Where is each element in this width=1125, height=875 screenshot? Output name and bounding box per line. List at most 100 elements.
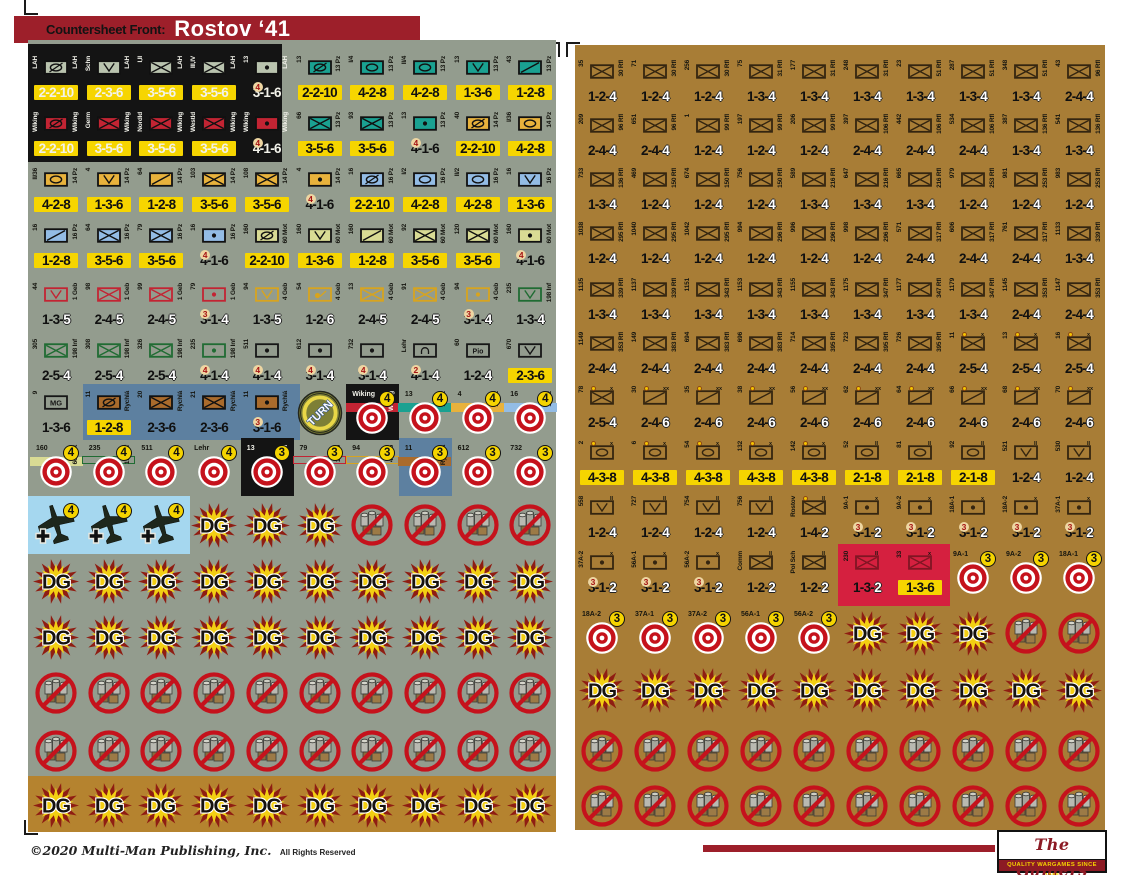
unit-id: 387 [1002, 114, 1009, 125]
combat-values: 3-1-6 [252, 420, 282, 435]
formation-label: 60 Mot [545, 224, 553, 244]
unit-id: 68 [1002, 386, 1009, 393]
combat-values: 3-5-6 [455, 253, 500, 268]
counter-606: 606 317 Rfl 2-4-4 [949, 221, 996, 267]
counter-13: 13 13 Pz 1-3-6 [454, 55, 501, 101]
art-symbol [254, 395, 279, 410]
dg-marker: DG [85, 782, 132, 828]
formation-label: 13 Pz [440, 112, 448, 128]
counter-30: 30 xx 2-4-6 [631, 385, 678, 431]
counter-209: 209 96 Rfl 2-4-4 [578, 113, 625, 159]
inf-symbol [1014, 172, 1038, 187]
inf-symbol [961, 172, 985, 187]
counter-16: 16 16 Pz 1-3-6 [506, 167, 553, 213]
unit-id: 60 [453, 339, 461, 346]
no-supply-marker [455, 728, 501, 774]
formation-label: 13 Pz [545, 56, 553, 72]
formation-label: Wiking [71, 112, 79, 133]
ball-symbol [307, 287, 332, 302]
counter-11: 11 Rychlá 3-1-6 3 [243, 390, 290, 436]
combat-values: 3-5-6 [402, 253, 447, 268]
starburst-icon: DG [85, 559, 132, 604]
formation-label: 383 Rfl [670, 332, 678, 352]
combat-values: 2-4-6 [746, 415, 776, 430]
starburst-icon: DG [33, 559, 79, 604]
bullseye-icon [250, 456, 283, 488]
no-supply-marker [1056, 610, 1102, 656]
rec-symbol [44, 116, 68, 131]
counter-348: 348 51 Rfl 1-3-4 [1002, 59, 1049, 105]
unit-id: 79 [190, 283, 198, 290]
cav-symbol [961, 390, 985, 405]
v-symbol [307, 228, 332, 243]
unit-id: I,II [137, 56, 145, 63]
tk-symbol [749, 445, 773, 460]
starburst-icon: DG [33, 615, 79, 660]
combat-values: 1-3-4 [958, 307, 988, 322]
unit-id: 149 [631, 332, 638, 343]
unit-id: 78 [578, 386, 585, 393]
size-mark: II [716, 496, 720, 502]
barrage-number-badge: 4 [305, 365, 316, 375]
starburst-icon: DG [579, 668, 625, 713]
formation-label: Wiking [282, 112, 290, 133]
inf-symbol [908, 64, 932, 79]
svg-text:DG: DG [853, 624, 881, 646]
inf-symbol [254, 172, 279, 187]
no-supply-icon [351, 504, 393, 546]
inf-symbol [149, 60, 174, 75]
svg-text:DG: DG [147, 628, 175, 650]
step-number-badge: 3 [662, 611, 678, 627]
inf-symbol [1014, 282, 1038, 297]
combat-values: 2-4-4 [587, 143, 617, 158]
formation-label: 339 Rfl [670, 278, 678, 298]
inf-symbol [802, 336, 826, 351]
formation-label: 14 Pz [71, 168, 79, 184]
combat-values: 3-5-6 [192, 85, 237, 100]
formation-label: 317 Rfl [1041, 222, 1049, 242]
unit-id: 733 [578, 168, 585, 179]
unit-id: 348 [1002, 60, 1009, 71]
inf-symbol [590, 282, 614, 297]
art-symbol [590, 555, 614, 570]
counter-589: 589 216 Rfl 1-3-4 [790, 167, 837, 213]
unit-id: 326 [137, 339, 145, 350]
unit-id: Lehr [400, 339, 408, 353]
counter-44: 44 1 Geb 1-3-5 [32, 282, 79, 328]
no-supply-icon [298, 730, 341, 772]
svg-text:DG: DG [42, 572, 70, 594]
counter-81: 81 II 2-1-8 [896, 440, 943, 486]
svg-text:DG: DG [516, 572, 544, 594]
breakdown-circle-9a-1: 9A-1 3 [950, 550, 996, 596]
inf-symbol [749, 336, 773, 351]
counter-1133: 1133 339 Rfl 1-3-4 [1055, 221, 1102, 267]
bullseye-icon [40, 456, 72, 488]
starburst-icon: DG [191, 559, 238, 604]
inf-symbol [1067, 282, 1091, 297]
unit-id: 56A-1 [631, 551, 638, 568]
combat-values: 1-3-4 [799, 197, 829, 212]
unit-id: 38 [737, 386, 744, 393]
unit-id: 92 [949, 441, 956, 448]
unit-id: 93 [348, 112, 356, 119]
counter-305: 305 198 Inf 2-5-4 [32, 338, 79, 384]
counter-23: 23 51 Rfl 1-3-4 [896, 59, 943, 105]
combat-values: 1-3-4 [905, 307, 935, 322]
dg-marker: DG [1056, 667, 1102, 713]
barrage-number-badge: 4 [358, 365, 369, 375]
inf-symbol [590, 336, 614, 351]
unit-id: 20 [137, 391, 145, 398]
dg-marker: DG [138, 614, 185, 660]
formation-label: 16 Pz [124, 224, 132, 240]
unit-id: I/36 [506, 112, 514, 123]
counter-94: 94 4 Geb 1-3-5 [243, 282, 290, 328]
combat-values: 4-3-8 [792, 470, 836, 485]
counter-70: 70 xx 2-4-6 [1055, 385, 1102, 431]
svg-text:DG: DG [253, 516, 281, 538]
unit-id: 64 [84, 224, 92, 231]
formation-label: 216 Rfl [935, 168, 943, 188]
unit-id: 696 [737, 332, 744, 343]
breakdown-circle-732: 732 3 [507, 444, 554, 490]
formation-label: 1 Geb [124, 283, 132, 301]
